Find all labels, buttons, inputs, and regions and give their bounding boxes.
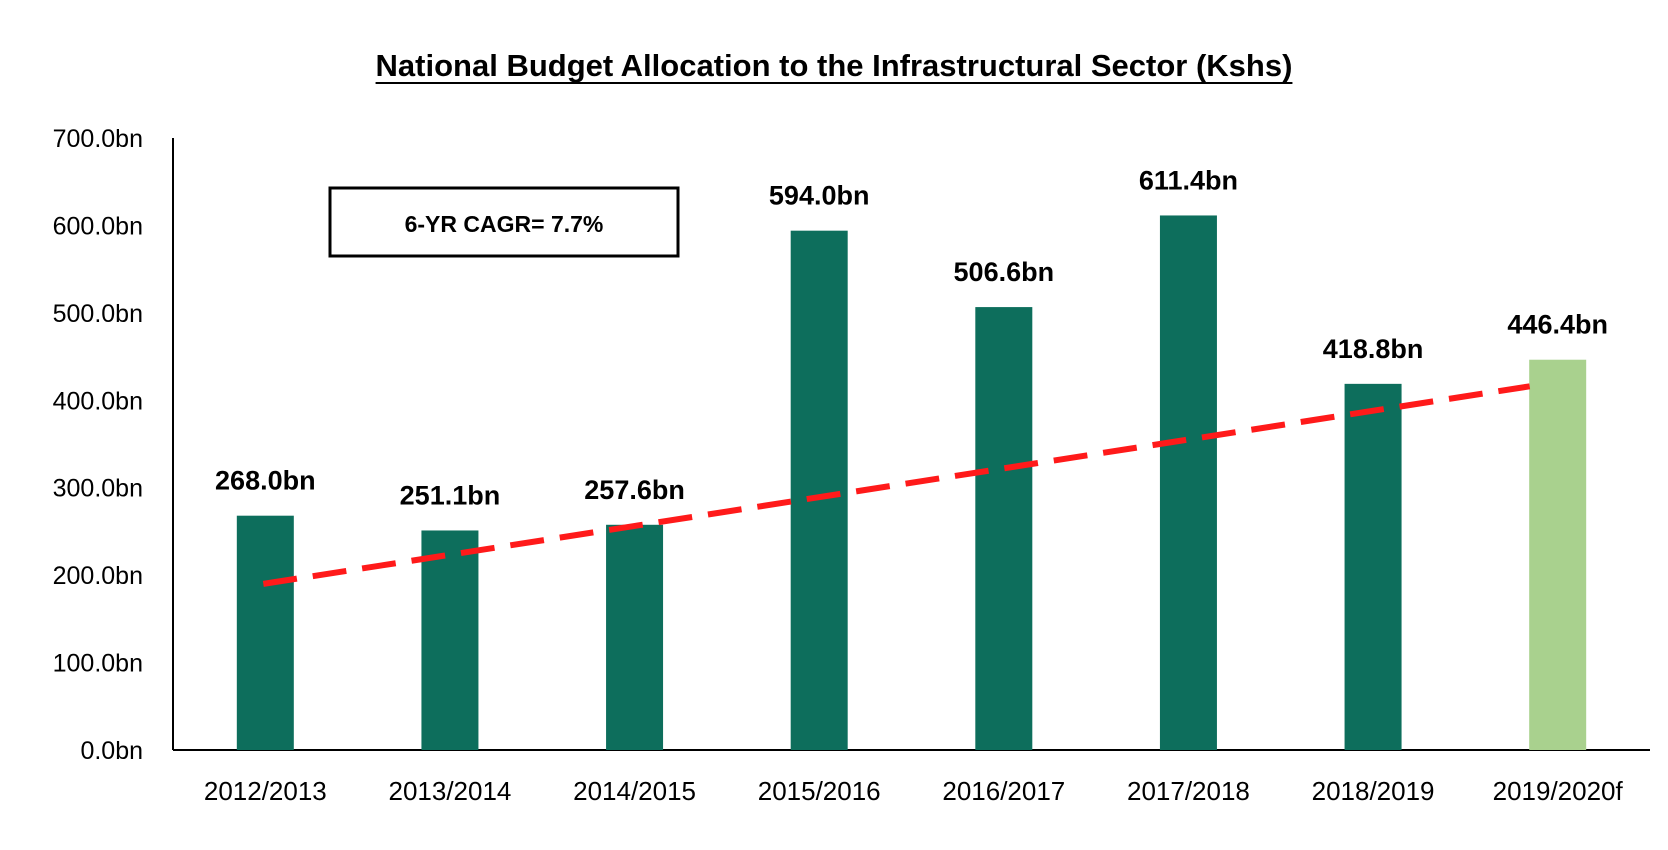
data-labels: 268.0bn 251.1bn 257.6bn 594.0bn 506.6bn 611.4… [215,165,1608,510]
y-tick-label: 400.0bn [53,387,143,415]
bar-value-label: 446.4bn [1507,310,1608,340]
bar-value-label: 268.0bn [215,466,316,496]
y-tick-label: 600.0bn [53,212,143,240]
x-tick-label: 2019/2020f [1493,776,1624,806]
x-tick-label: 2017/2018 [1127,776,1250,806]
chart-title: National Budget Allocation to the Infras… [376,48,1293,83]
bar [1159,215,1217,750]
x-tick-label: 2015/2016 [758,776,881,806]
y-tick-label: 200.0bn [53,562,143,590]
bar [236,515,294,750]
y-tick-label: 500.0bn [53,300,143,328]
x-axis-labels: 2012/2013 2013/2014 2014/2015 2015/2016 2016… [204,776,1624,806]
bar [1344,383,1402,750]
y-tick-label: 100.0bn [53,650,143,678]
cagr-annotation: 6-YR CAGR= 7.7% [328,186,680,258]
bar-value-label: 594.0bn [769,181,870,211]
y-axis-ticks: 0.0bn 100.0bn 200.0bn 300.0bn 400.0bn 500.0bn… [53,125,143,765]
bar [421,530,479,750]
bar-value-label: 506.6bn [954,257,1055,287]
cagr-annotation-box [328,186,680,258]
bar-value-label: 418.8bn [1323,334,1424,364]
bar [1529,359,1587,750]
x-tick-label: 2012/2013 [204,776,327,806]
y-tick-label: 0.0bn [80,737,143,765]
bar [606,524,664,750]
bar-value-label: 611.4bn [1139,165,1238,195]
x-tick-label: 2013/2014 [388,776,511,806]
bars [236,215,1587,750]
x-tick-label: 2018/2019 [1312,776,1435,806]
trendline-path [262,383,1531,587]
bar [790,230,848,750]
bar-value-label: 257.6bn [584,475,685,505]
y-tick-label: 300.0bn [53,475,143,503]
y-tick-label: 700.0bn [53,125,143,153]
bar-value-label: 251.1bn [400,480,501,510]
trendline [262,383,1531,587]
x-tick-label: 2014/2015 [573,776,696,806]
cagr-annotation-text: 6-YR CAGR= 7.7% [405,211,604,237]
bar [975,307,1033,750]
x-tick-label: 2016/2017 [942,776,1065,806]
